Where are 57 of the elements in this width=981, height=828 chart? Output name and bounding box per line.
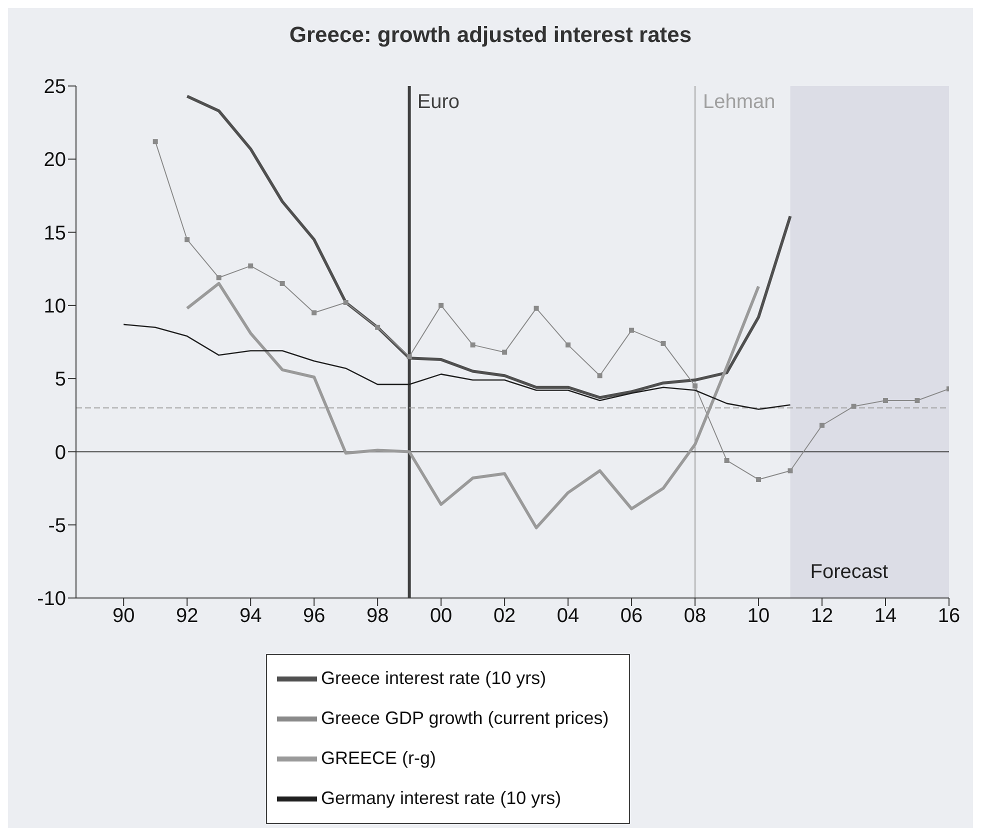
y-tick-label: 25 [44,76,66,98]
point [248,263,254,268]
y-tick-label: 15 [44,222,66,244]
point [406,354,412,360]
point [470,342,476,348]
line-series [186,94,792,400]
legend-label: Greece GDP growth (current prices) [321,708,609,728]
x-tick-label: 12 [810,605,834,628]
legend-label: Germany interest rate (10 yrs) [321,788,562,808]
x-tick-label: 04 [556,605,580,628]
ref-line-label: Euro [417,91,460,114]
point [629,328,634,333]
x-tick-label: 14 [874,605,897,628]
point [851,404,856,409]
band-label: Forecast [810,561,889,583]
point [534,306,539,311]
point [438,302,444,308]
x-tick-label: 00 [430,605,452,628]
x-tick-label: 08 [684,605,706,628]
point [820,422,825,428]
point [343,300,348,306]
point [883,398,888,404]
point [914,398,920,404]
y-tick-label: 10 [44,296,66,318]
point [152,139,158,144]
point [216,275,222,280]
point [502,350,508,355]
point [756,477,762,482]
point [597,373,602,378]
x-tick-label: 98 [366,605,389,628]
x-tick-label: 92 [176,605,198,628]
legend-label: GREECE (r-g) [321,748,436,768]
point [280,280,285,286]
x-tick-label: 90 [112,605,135,628]
y-tick-label: 0 [54,442,66,464]
legend-label: Greece interest rate (10 yrs) [321,668,546,688]
chart-title: Greece: growth adjusted interest rates [288,21,693,49]
ref-line-label: Lehman [703,91,776,114]
point [566,342,571,348]
point [184,237,190,242]
y-tick-label: 20 [44,149,66,172]
point [375,324,380,330]
x-tick-label: 06 [620,605,643,628]
point [724,458,730,463]
point [788,468,793,474]
point [312,310,317,316]
line-series [122,324,791,410]
y-tick-label: 5 [54,368,66,391]
point [692,383,698,388]
x-tick-label: 94 [239,605,262,628]
point [660,340,666,346]
x-tick-label: 96 [302,605,326,628]
x-tick-label: 02 [493,605,516,628]
x-tick-label: 10 [747,605,770,628]
y-tick-label: -10 [37,588,66,610]
y-tick-label: -5 [48,514,66,537]
x-tick-label: 16 [938,605,960,628]
